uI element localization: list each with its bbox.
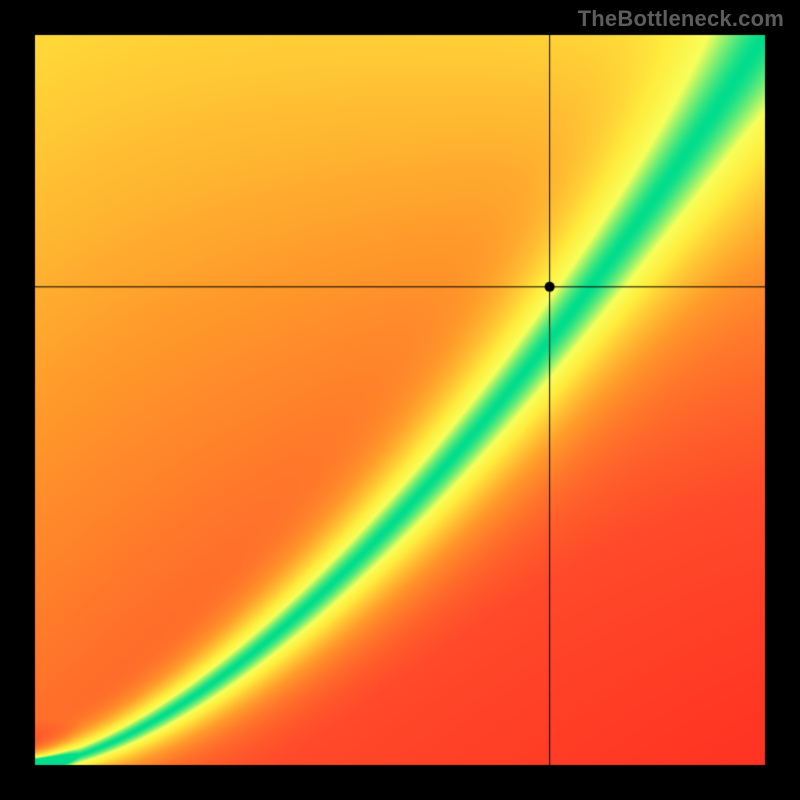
- chart-stage: TheBottleneck.com: [0, 0, 800, 800]
- heatmap-canvas: [0, 0, 800, 800]
- watermark-text: TheBottleneck.com: [578, 6, 784, 32]
